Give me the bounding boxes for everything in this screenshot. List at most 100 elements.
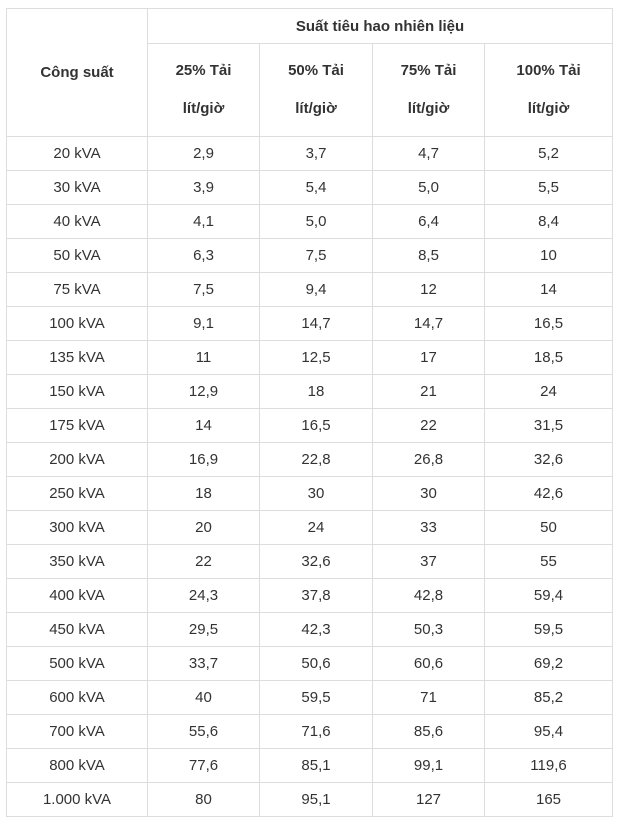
load-25-cell: 2,9 <box>147 136 260 171</box>
load-100-cell: 5,2 <box>483 136 614 171</box>
capacity-cell: 250 kVA <box>6 476 148 511</box>
load-75-cell: 12 <box>372 272 485 307</box>
unit-label: lít/giờ <box>407 100 450 117</box>
capacity-cell: 175 kVA <box>6 408 148 443</box>
load-50-cell: 59,5 <box>259 680 373 715</box>
load-75-cell: 5,0 <box>372 170 485 205</box>
table-row: 100 kVA 9,1 14,7 14,7 16,5 <box>6 306 614 341</box>
load-100-cell: 69,2 <box>483 646 614 681</box>
capacity-cell: 40 kVA <box>6 204 148 239</box>
load-25-cell: 77,6 <box>147 748 260 783</box>
header-row-top: Công suất Suất tiêu hao nhiên liệu <box>6 8 614 137</box>
load-75-cell: 127 <box>372 782 485 817</box>
load-100-cell: 5,5 <box>483 170 614 205</box>
table-row: 135 kVA 11 12,5 17 18,5 <box>6 340 614 375</box>
table-row: 350 kVA 22 32,6 37 55 <box>6 544 614 579</box>
load-50-cell: 50,6 <box>259 646 373 681</box>
table-row: 40 kVA 4,1 5,0 6,4 8,4 <box>6 204 614 239</box>
load-label: 100% Tải <box>516 62 581 79</box>
load-100-cell: 59,4 <box>483 578 614 613</box>
capacity-cell: 30 kVA <box>6 170 148 205</box>
capacity-cell: 700 kVA <box>6 714 148 749</box>
load-100-header: 100% Tải lít/giờ <box>483 43 614 137</box>
load-25-cell: 18 <box>147 476 260 511</box>
table-row: 700 kVA 55,6 71,6 85,6 95,4 <box>6 714 614 749</box>
load-100-cell: 31,5 <box>483 408 614 443</box>
table-row: 300 kVA 20 24 33 50 <box>6 510 614 545</box>
load-75-cell: 99,1 <box>372 748 485 783</box>
load-25-cell: 22 <box>147 544 260 579</box>
capacity-cell: 200 kVA <box>6 442 148 477</box>
load-75-cell: 8,5 <box>372 238 485 273</box>
capacity-cell: 135 kVA <box>6 340 148 375</box>
load-100-cell: 119,6 <box>483 748 614 783</box>
load-100-cell: 59,5 <box>483 612 614 647</box>
load-25-cell: 7,5 <box>147 272 260 307</box>
table-row: 50 kVA 6,3 7,5 8,5 10 <box>6 238 614 273</box>
load-100-cell: 85,2 <box>483 680 614 715</box>
unit-label: lít/giờ <box>295 100 337 117</box>
load-75-cell: 22 <box>372 408 485 443</box>
capacity-cell: 150 kVA <box>6 374 148 409</box>
table-body: 20 kVA 2,9 3,7 4,7 5,2 30 kVA 3,9 5,4 5,0 5,5 40 k… <box>6 136 614 817</box>
table-row: 75 kVA 7,5 9,4 12 14 <box>6 272 614 307</box>
load-75-header: 75% Tải lít/giờ <box>372 43 485 137</box>
load-100-cell: 32,6 <box>483 442 614 477</box>
load-50-cell: 32,6 <box>259 544 373 579</box>
table-row: 400 kVA 24,3 37,8 42,8 59,4 <box>6 578 614 613</box>
load-75-cell: 37 <box>372 544 485 579</box>
load-100-cell: 14 <box>483 272 614 307</box>
unit-label: lít/giờ <box>182 100 225 117</box>
load-100-cell: 16,5 <box>483 306 614 341</box>
table-header: Công suất Suất tiêu hao nhiên liệu 25% T… <box>6 8 614 137</box>
load-100-cell: 165 <box>483 782 614 817</box>
load-25-cell: 33,7 <box>147 646 260 681</box>
load-50-cell: 7,5 <box>259 238 373 273</box>
capacity-cell: 500 kVA <box>6 646 148 681</box>
load-25-cell: 29,5 <box>147 612 260 647</box>
table-row: 800 kVA 77,6 85,1 99,1 119,6 <box>6 748 614 783</box>
load-50-cell: 9,4 <box>259 272 373 307</box>
fuel-consumption-group-header: Suất tiêu hao nhiên liệu <box>146 8 614 44</box>
load-75-cell: 33 <box>372 510 485 545</box>
load-75-cell: 4,7 <box>372 136 485 171</box>
load-25-cell: 80 <box>147 782 260 817</box>
load-25-cell: 55,6 <box>147 714 260 749</box>
load-label: 75% Tải <box>400 62 457 79</box>
load-25-cell: 3,9 <box>147 170 260 205</box>
load-50-header: 50% Tải lít/giờ <box>259 43 373 137</box>
load-75-cell: 42,8 <box>372 578 485 613</box>
table-row: 500 kVA 33,7 50,6 60,6 69,2 <box>6 646 614 681</box>
load-100-cell: 95,4 <box>483 714 614 749</box>
load-75-cell: 85,6 <box>372 714 485 749</box>
table-row: 600 kVA 40 59,5 71 85,2 <box>6 680 614 715</box>
capacity-cell: 1.000 kVA <box>6 782 148 817</box>
capacity-cell: 800 kVA <box>6 748 148 783</box>
load-75-cell: 14,7 <box>372 306 485 341</box>
capacity-cell: 20 kVA <box>6 136 148 171</box>
load-50-cell: 37,8 <box>259 578 373 613</box>
load-25-cell: 20 <box>147 510 260 545</box>
table-row: 250 kVA 18 30 30 42,6 <box>6 476 614 511</box>
load-50-cell: 95,1 <box>259 782 373 817</box>
capacity-cell: 75 kVA <box>6 272 148 307</box>
load-50-cell: 85,1 <box>259 748 373 783</box>
load-75-cell: 50,3 <box>372 612 485 647</box>
capacity-cell: 350 kVA <box>6 544 148 579</box>
capacity-cell: 100 kVA <box>6 306 148 341</box>
capacity-cell: 600 kVA <box>6 680 148 715</box>
load-50-cell: 18 <box>259 374 373 409</box>
capacity-cell: 450 kVA <box>6 612 148 647</box>
table-row: 20 kVA 2,9 3,7 4,7 5,2 <box>6 136 614 171</box>
load-50-cell: 24 <box>259 510 373 545</box>
load-label: 25% Tải <box>175 62 232 79</box>
load-75-cell: 30 <box>372 476 485 511</box>
table-row: 150 kVA 12,9 18 21 24 <box>6 374 614 409</box>
load-100-cell: 8,4 <box>483 204 614 239</box>
load-50-cell: 22,8 <box>259 442 373 477</box>
load-25-cell: 14 <box>147 408 260 443</box>
load-25-header: 25% Tải lít/giờ <box>147 43 260 137</box>
load-100-cell: 42,6 <box>483 476 614 511</box>
capacity-header: Công suất <box>6 8 148 137</box>
load-100-cell: 10 <box>483 238 614 273</box>
